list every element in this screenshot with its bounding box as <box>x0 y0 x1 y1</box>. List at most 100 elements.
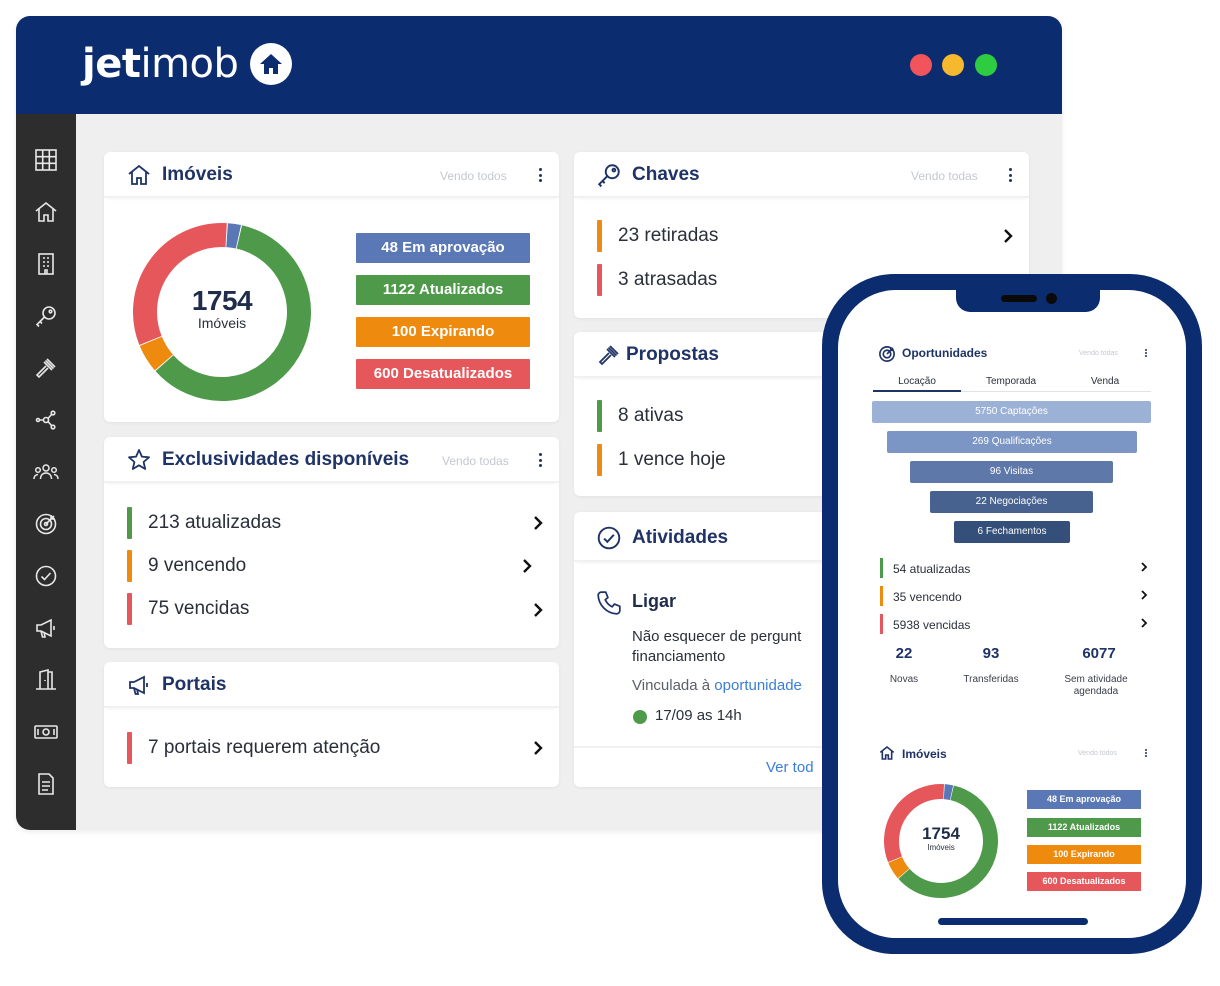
funnel-captacoes[interactable]: 5750 Captações <box>872 401 1151 423</box>
status-bar <box>127 550 132 582</box>
status-bar <box>597 264 602 296</box>
app-logo[interactable]: jetimob <box>82 38 293 90</box>
minimize-window-button[interactable] <box>942 54 964 76</box>
chevron-right-icon[interactable] <box>1138 588 1150 602</box>
card-header: Exclusividades disponíveis Vendo todas <box>104 437 559 483</box>
more-options-icon[interactable] <box>538 453 542 467</box>
status-desatualizados[interactable]: 600 Desatualizados <box>356 359 530 389</box>
document-icon[interactable] <box>32 770 60 798</box>
row-label: 1 vence hoje <box>618 449 726 470</box>
see-all-link[interactable]: Vendo todas <box>442 454 509 468</box>
camera <box>1046 293 1057 304</box>
maximize-window-button[interactable] <box>975 54 997 76</box>
tab-locacao[interactable]: Locação <box>898 376 936 387</box>
donut-center: 1754 Imóveis <box>911 824 971 852</box>
total-count: 1754 <box>922 824 960 843</box>
stat-transferidas-value: 93 <box>982 645 1000 662</box>
donut-segment-1[interactable] <box>155 225 311 401</box>
donut-segment-0[interactable] <box>943 784 954 800</box>
money-icon[interactable] <box>32 718 60 746</box>
status-bar <box>127 732 132 764</box>
megaphone-icon[interactable] <box>32 614 60 642</box>
row-label: 3 atrasadas <box>618 269 718 290</box>
status-expirando[interactable]: 100 Expirando <box>1027 845 1141 864</box>
gavel-icon[interactable] <box>32 354 60 382</box>
home-icon[interactable] <box>32 198 60 226</box>
key-icon[interactable] <box>32 302 60 330</box>
label-line: Sem atividade <box>1064 674 1128 685</box>
status-desatualizados[interactable]: 600 Desatualizados <box>1027 872 1141 891</box>
donut-segment-3[interactable] <box>133 223 227 345</box>
list-item[interactable]: 3 atrasadas <box>597 264 1017 296</box>
see-all-activities-link[interactable]: Ver tod <box>766 759 814 776</box>
status-em-aprovacao[interactable]: 48 Em aprovação <box>1027 790 1141 809</box>
home-icon <box>126 162 152 188</box>
more-options-icon[interactable] <box>1145 349 1147 357</box>
check-circle-icon[interactable] <box>32 562 60 590</box>
list-item[interactable]: 75 vencidas <box>127 593 547 625</box>
see-all-link[interactable]: Vendo todos <box>440 169 507 183</box>
see-all-link[interactable]: Vendo todas <box>911 169 978 183</box>
close-window-button[interactable] <box>910 54 932 76</box>
tab-divider <box>873 391 1151 392</box>
chevron-right-icon[interactable] <box>1138 616 1150 630</box>
status-expirando[interactable]: 100 Expirando <box>356 317 530 347</box>
list-item[interactable]: 5938 vencidas <box>880 614 1150 634</box>
donut-segment-0[interactable] <box>226 223 242 249</box>
donut-segment-3[interactable] <box>884 784 945 863</box>
funnel-fechamentos[interactable]: 6 Fechamentos <box>954 521 1070 543</box>
donut-segment-1[interactable] <box>898 785 998 898</box>
status-em-aprovacao[interactable]: 48 Em aprovação <box>356 233 530 263</box>
list-item[interactable]: 7 portais requerem atenção <box>127 732 547 764</box>
card-title: Imóveis <box>162 164 233 185</box>
chevron-right-icon[interactable] <box>530 602 546 618</box>
activity-description: Não esquecer de pergunt <box>632 628 802 645</box>
door-icon[interactable] <box>32 666 60 694</box>
users-icon[interactable] <box>32 458 60 486</box>
list-item[interactable]: 35 vencendo <box>880 586 1150 606</box>
chevron-right-icon[interactable] <box>1138 560 1150 574</box>
home-logo-icon <box>250 43 293 85</box>
list-item[interactable]: 54 atualizadas <box>880 558 1150 578</box>
network-icon[interactable] <box>32 406 60 434</box>
see-all-link[interactable]: Vendo todos <box>1078 750 1117 757</box>
oportunidades-title: Oportunidades <box>902 346 988 360</box>
donut-segment-2[interactable] <box>888 856 910 879</box>
grid-icon[interactable] <box>32 146 60 174</box>
status-bar <box>597 444 602 476</box>
activity-date: 17/09 as 14h <box>655 707 742 724</box>
more-options-icon[interactable] <box>1008 168 1012 182</box>
star-icon <box>126 447 152 473</box>
target-icon[interactable] <box>32 510 60 538</box>
funnel-negociacoes[interactable]: 22 Negociações <box>930 491 1093 513</box>
tab-temporada[interactable]: Temporada <box>985 376 1037 387</box>
chevron-right-icon[interactable] <box>530 515 546 531</box>
imoveis-card: Imóveis Vendo todos 1754 Imóveis 48 Em a… <box>104 152 559 422</box>
stat-novas-value: 22 <box>895 645 913 662</box>
list-item[interactable]: 213 atualizadas <box>127 507 547 539</box>
more-options-icon[interactable] <box>1145 749 1147 757</box>
chevron-right-icon[interactable] <box>530 740 546 756</box>
donut-segment-2[interactable] <box>139 336 174 371</box>
funnel-qualificacoes[interactable]: 269 Qualificações <box>887 431 1137 453</box>
more-options-icon[interactable] <box>538 168 542 182</box>
card-title: Portais <box>162 674 227 695</box>
activity-title[interactable]: Ligar <box>632 591 677 611</box>
chevron-right-icon[interactable] <box>1000 228 1016 244</box>
list-item[interactable]: 1 vence hoje <box>597 444 1017 476</box>
see-all-link[interactable]: Vendo todas <box>1079 350 1118 357</box>
building-icon[interactable] <box>32 250 60 278</box>
logo-text: jetimob <box>82 41 239 87</box>
status-atualizados[interactable]: 1122 Atualizados <box>356 275 530 305</box>
list-item[interactable]: 23 retiradas <box>597 220 1017 252</box>
list-item[interactable]: 9 vencendo <box>127 550 547 582</box>
funnel-visitas[interactable]: 96 Visitas <box>910 461 1113 483</box>
activity-description-continued: financiamento <box>632 648 726 665</box>
list-item[interactable]: 8 ativas <box>597 400 1017 432</box>
chevron-right-icon[interactable] <box>519 558 535 574</box>
status-atualizados[interactable]: 1122 Atualizados <box>1027 818 1141 837</box>
card-header: Propostas <box>574 332 1029 378</box>
card-header: Atividades <box>574 512 1029 562</box>
tab-venda[interactable]: Venda <box>1090 376 1120 387</box>
opportunity-link[interactable]: oportunidade <box>714 677 802 694</box>
